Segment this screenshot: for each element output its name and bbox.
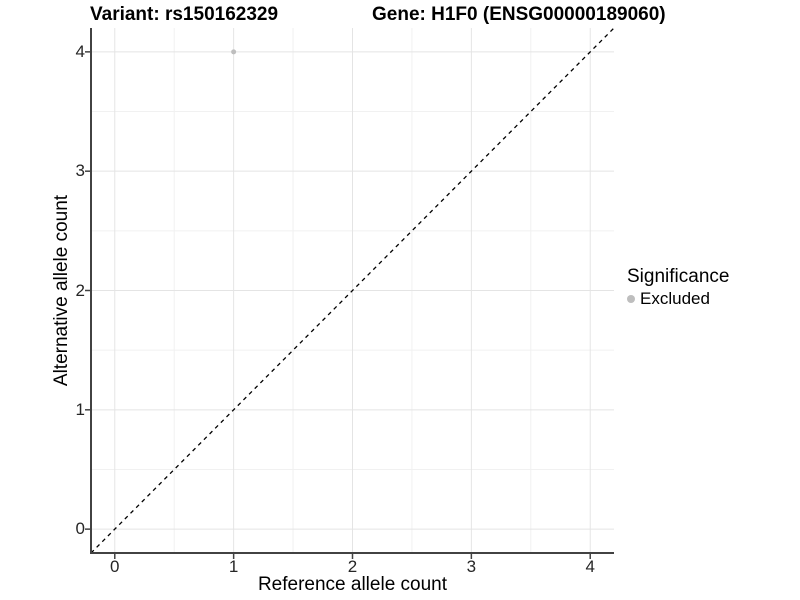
y-tick-label: 1 <box>75 399 85 419</box>
y-tick-label: 4 <box>75 41 85 61</box>
y-tick-label: 3 <box>75 161 85 181</box>
legend-key-dot-icon <box>627 295 635 303</box>
x-tick-label: 1 <box>228 557 239 576</box>
plot-title-variant: Variant: rs150162329 <box>90 4 279 25</box>
x-tick-label: 0 <box>110 557 120 576</box>
x-tick-label: 2 <box>347 557 358 576</box>
legend-title: Significance <box>627 266 730 287</box>
data-point <box>231 49 237 55</box>
legend-item-excluded: Excluded <box>627 289 729 309</box>
plot-title-gene: Gene: H1F0 (ENSG00000189060) <box>372 4 666 25</box>
y-tick-label: 0 <box>75 519 85 539</box>
legend-item-label: Excluded <box>640 289 710 308</box>
y-axis-title: Alternative allele count <box>51 194 72 387</box>
legend: Significance Excluded <box>627 265 729 309</box>
x-axis-title: Reference allele count <box>257 574 448 595</box>
identity-reference-line <box>90 27 615 554</box>
x-tick-label: 4 <box>585 557 595 576</box>
y-tick-label: 2 <box>75 280 85 300</box>
x-tick-label: 3 <box>466 557 477 576</box>
